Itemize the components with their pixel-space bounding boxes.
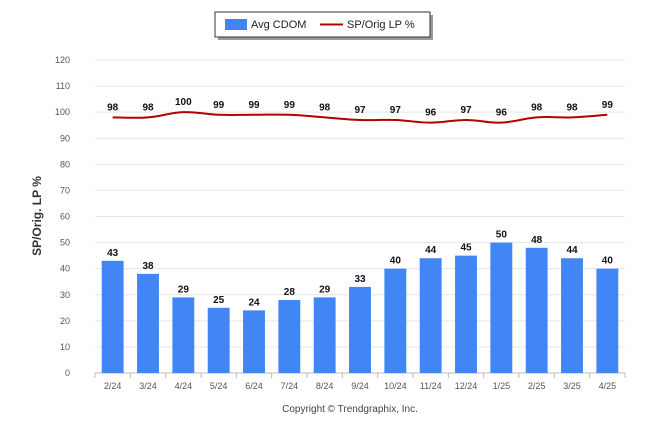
- bar-value-label: 40: [602, 256, 614, 267]
- bar-value-label: 50: [496, 230, 508, 241]
- x-tick-label: 1/25: [493, 381, 511, 391]
- bar-value-label: 48: [531, 235, 543, 246]
- line-value-label: 98: [142, 102, 154, 113]
- y-tick-label: 0: [65, 368, 70, 378]
- data-labels: 43 38 29 25 24 28 29 33 40 44 45 50 48 44 40 98 98 100 99 9…: [107, 97, 613, 308]
- y-tick-label: 70: [60, 185, 70, 195]
- line-value-label: 100: [175, 97, 192, 108]
- bar: [561, 258, 583, 373]
- x-tick-label: 6/24: [245, 381, 263, 391]
- y-tick-label: 40: [60, 264, 70, 274]
- line-series: [112, 111, 608, 124]
- bar-value-label: 40: [390, 256, 402, 267]
- y-axis-title: SP/Orig. LP %: [30, 176, 44, 256]
- legend: Avg CDOM SP/Orig LP %: [214, 11, 433, 40]
- line-value-label: 96: [496, 108, 508, 119]
- legend-bar-label: Avg CDOM: [251, 19, 306, 31]
- bar: [207, 307, 230, 373]
- bar-value-label: 24: [248, 297, 260, 308]
- y-tick-label: 90: [60, 133, 70, 143]
- bar-series: [101, 242, 619, 373]
- bar-value-label: 45: [460, 243, 472, 254]
- x-tick-label: 10/24: [384, 381, 407, 391]
- y-tick-label: 120: [55, 55, 70, 65]
- line-value-label: 99: [284, 100, 296, 111]
- x-tick-label: 3/24: [139, 381, 157, 391]
- bar: [455, 255, 477, 373]
- line-value-label: 98: [107, 102, 119, 113]
- x-tick-label: 9/24: [351, 381, 369, 391]
- bar-value-label: 29: [319, 284, 331, 295]
- bar: [349, 286, 371, 373]
- bar: [384, 268, 407, 373]
- x-tick-label: 4/25: [599, 381, 617, 391]
- x-tick-label: 2/25: [528, 381, 546, 391]
- y-tick-label: 80: [60, 159, 70, 169]
- bar-value-label: 43: [107, 248, 119, 259]
- bar: [313, 297, 336, 373]
- y-tick-label: 60: [60, 212, 70, 222]
- line-value-label: 99: [602, 100, 614, 111]
- y-tick-label: 100: [55, 107, 70, 117]
- y-tick-label: 20: [60, 316, 70, 326]
- line-value-label: 98: [531, 102, 543, 113]
- bar: [490, 242, 513, 373]
- line-value-label: 96: [425, 108, 437, 119]
- line-value-label: 97: [460, 105, 472, 116]
- x-tick-label: 12/24: [455, 381, 478, 391]
- bar-value-label: 38: [142, 261, 154, 272]
- bar: [137, 273, 159, 373]
- legend-line-label: SP/Orig LP %: [347, 19, 415, 31]
- bar-value-label: 44: [425, 245, 437, 256]
- x-tick-label: 5/24: [210, 381, 228, 391]
- bar-value-label: 25: [213, 295, 225, 306]
- bar: [101, 260, 124, 373]
- bar: [243, 310, 265, 373]
- legend-bar-swatch: [225, 19, 247, 30]
- line-value-label: 98: [566, 102, 578, 113]
- copyright-text: Copyright © Trendgraphix, Inc.: [282, 404, 418, 415]
- line-value-label: 97: [390, 105, 402, 116]
- line-value-label: 98: [319, 102, 331, 113]
- bar-value-label: 33: [354, 274, 366, 285]
- x-tick-label: 4/24: [175, 381, 193, 391]
- x-tick-label: 3/25: [563, 381, 581, 391]
- bar: [278, 299, 301, 373]
- bar-value-label: 44: [566, 245, 578, 256]
- series-line: [112, 111, 608, 124]
- y-tick-label: 50: [60, 238, 70, 248]
- bar: [596, 268, 619, 373]
- x-tick-label: 8/24: [316, 381, 334, 391]
- axes: 0 10 20 30 40 50 60 70 80 90 100 110 120 2/24 3/24 4/24…: [55, 55, 626, 391]
- x-tick-label: 7/24: [281, 381, 299, 391]
- y-tick-label: 110: [56, 81, 70, 91]
- line-value-label: 99: [213, 100, 225, 111]
- y-tick-label: 30: [60, 290, 70, 300]
- x-tick-label: 11/24: [420, 381, 442, 391]
- x-tick-label: 2/24: [104, 381, 122, 391]
- bar-value-label: 29: [178, 284, 190, 295]
- y-tick-label: 10: [60, 342, 70, 352]
- line-value-label: 99: [248, 100, 260, 111]
- bar-value-label: 28: [284, 287, 296, 298]
- bar: [525, 247, 548, 373]
- bar: [172, 297, 195, 373]
- bar: [419, 258, 442, 373]
- line-value-label: 97: [354, 105, 366, 116]
